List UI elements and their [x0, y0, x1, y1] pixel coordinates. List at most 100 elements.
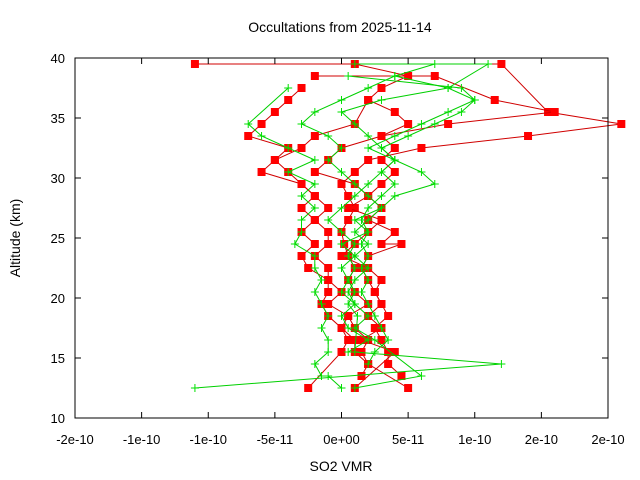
plus-marker [324, 216, 333, 224]
plus-marker [357, 288, 366, 296]
plus-marker [337, 240, 346, 248]
plus-marker [357, 216, 366, 224]
square-marker [397, 240, 406, 248]
plus-marker [430, 60, 439, 68]
plus-marker [364, 180, 373, 188]
plus-marker [324, 348, 333, 356]
square-marker [297, 180, 306, 188]
square-marker [310, 240, 319, 248]
square-marker [324, 300, 333, 308]
plus-marker [297, 216, 306, 224]
plus-marker [310, 264, 319, 272]
plus-marker [337, 228, 346, 236]
plus-marker [364, 132, 373, 140]
square-marker [344, 204, 353, 212]
plus-marker [324, 372, 333, 380]
x-tick-label: -5e-11 [257, 432, 294, 447]
square-marker [404, 120, 413, 128]
square-marker [304, 264, 313, 272]
square-marker [377, 336, 386, 344]
square-marker [284, 96, 293, 104]
square-marker [377, 276, 386, 284]
x-axis-label: SO2 VMR [309, 458, 372, 474]
plus-marker [350, 228, 359, 236]
square-marker [324, 288, 333, 296]
square-marker [324, 228, 333, 236]
plus-marker [344, 276, 353, 284]
plus-marker [364, 252, 373, 260]
square-marker [350, 204, 359, 212]
square-marker [310, 72, 319, 80]
plus-marker [430, 180, 439, 188]
square-marker [444, 120, 453, 128]
square-marker [344, 192, 353, 200]
x-tick-label: -2e-10 [56, 432, 94, 447]
plus-marker [297, 228, 306, 236]
square-marker [297, 84, 306, 92]
series-profile-1 [190, 60, 626, 392]
plus-marker [404, 132, 413, 140]
square-marker [337, 252, 346, 260]
square-marker [350, 336, 359, 344]
square-marker [397, 372, 406, 380]
square-marker [257, 120, 266, 128]
square-marker [297, 252, 306, 260]
square-marker [404, 72, 413, 80]
square-marker [377, 132, 386, 140]
y-tick-label: 40 [51, 51, 65, 66]
square-marker [390, 144, 399, 152]
square-marker [370, 324, 379, 332]
plus-marker [310, 360, 319, 368]
square-marker [364, 96, 373, 104]
square-marker [404, 384, 413, 392]
plus-marker [417, 120, 426, 128]
x-tick-label: 5e-11 [392, 432, 424, 447]
square-marker [364, 156, 373, 164]
plus-marker [337, 384, 346, 392]
plus-marker [337, 108, 346, 116]
plus-marker [350, 180, 359, 188]
plus-marker [390, 72, 399, 80]
plus-marker [457, 84, 466, 92]
plus-marker [284, 168, 293, 176]
x-tick-label: 1e-10 [458, 432, 491, 447]
plus-marker [390, 180, 399, 188]
plus-marker [350, 252, 359, 260]
square-marker [337, 324, 346, 332]
plus-marker [364, 84, 373, 92]
plus-marker [284, 84, 293, 92]
square-marker [377, 300, 386, 308]
plus-marker [377, 96, 386, 104]
plus-marker [370, 312, 379, 320]
plus-marker [324, 336, 333, 344]
square-marker [324, 240, 333, 248]
square-marker [550, 108, 559, 116]
plus-marker [317, 324, 326, 332]
square-marker [390, 348, 399, 356]
square-marker [377, 156, 386, 164]
plus-marker [344, 348, 353, 356]
plus-marker [337, 312, 346, 320]
y-tick-label: 25 [51, 231, 65, 246]
y-tick-label: 10 [51, 411, 65, 426]
plus-marker [350, 384, 359, 392]
square-marker [297, 144, 306, 152]
square-marker [357, 348, 366, 356]
plus-marker [497, 360, 506, 368]
plus-marker [470, 96, 479, 104]
plus-marker [357, 264, 366, 272]
plus-marker [310, 180, 319, 188]
y-tick-label: 35 [51, 111, 65, 126]
square-marker [384, 312, 393, 320]
square-marker [244, 132, 253, 140]
plus-marker [317, 300, 326, 308]
series-profile-2 [190, 60, 506, 392]
square-marker [324, 276, 333, 284]
plus-marker [484, 60, 493, 68]
square-marker [304, 384, 313, 392]
square-marker [270, 156, 279, 164]
x-axis: -2e-10 -1e-10 -1e-10 -5e-11 0e+00 5e-11 1e-10 2… [56, 58, 625, 447]
plus-marker [284, 144, 293, 152]
x-tick-label: -1e-10 [123, 432, 161, 447]
square-marker [344, 216, 353, 224]
